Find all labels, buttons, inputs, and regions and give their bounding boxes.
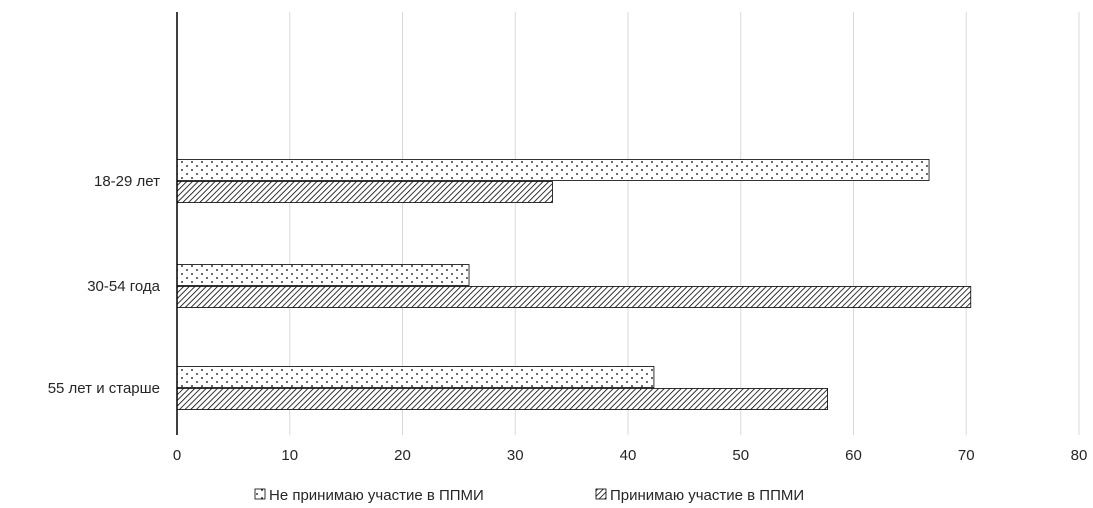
x-tick-label: 10	[281, 447, 298, 464]
legend-label: Не принимаю участие в ППМИ	[269, 487, 484, 504]
legend-swatch	[254, 488, 266, 500]
x-tick-label: 20	[394, 447, 411, 464]
bar-not-participating-18-29-лет	[176, 159, 930, 181]
category-label: 30-54 года	[87, 278, 160, 295]
x-tick-label: 40	[620, 447, 637, 464]
x-tick-label: 60	[845, 447, 862, 464]
x-tick-label: 50	[732, 447, 749, 464]
legend-swatch	[595, 488, 607, 500]
category-label: 55 лет и старше	[48, 380, 160, 397]
x-tick-label: 30	[507, 447, 524, 464]
bar-participating-18-29-лет	[176, 181, 553, 203]
labels: 0 10 20 30 40 50 60 70 80 18-29 лет 30-54 года 55 л…	[48, 173, 1088, 464]
bars	[176, 159, 972, 410]
category-label: 18-29 лет	[94, 173, 160, 190]
x-tick-label: 0	[173, 447, 181, 464]
bar-not-participating-30-54-года	[176, 264, 470, 286]
gridlines	[289, 12, 1080, 435]
legend: Не принимаю участие в ППМИ Принимаю участ…	[254, 487, 804, 504]
x-tick-label: 70	[958, 447, 975, 464]
bar-not-participating-55-лет-и-старше	[176, 366, 655, 388]
bar-participating-30-54-года	[176, 286, 972, 308]
bar-participating-55-лет-и-старше	[176, 388, 828, 410]
x-tick-label: 80	[1071, 447, 1088, 464]
legend-label: Принимаю участие в ППМИ	[610, 487, 804, 504]
legend-item-participating: Принимаю участие в ППМИ	[595, 487, 804, 504]
legend-item-not-participating: Не принимаю участие в ППМИ	[254, 487, 484, 504]
